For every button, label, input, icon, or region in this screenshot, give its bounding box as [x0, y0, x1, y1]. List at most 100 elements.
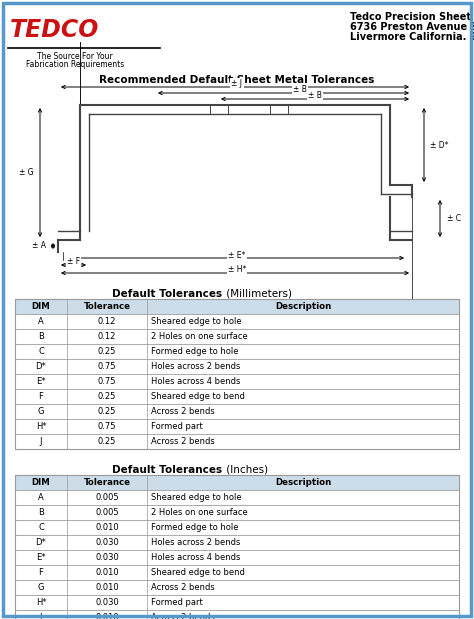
Text: Formed part: Formed part — [151, 598, 203, 607]
Bar — [15, 520, 459, 535]
Bar — [15, 389, 459, 404]
Bar — [15, 490, 459, 505]
Text: J: J — [40, 437, 42, 446]
Bar — [15, 329, 459, 344]
Text: TEDCO: TEDCO — [10, 18, 100, 42]
Bar — [15, 580, 459, 595]
Text: Holes across 2 bends: Holes across 2 bends — [151, 362, 240, 371]
Text: ± G: ± G — [18, 168, 33, 177]
Text: G: G — [38, 407, 44, 416]
Text: 0.005: 0.005 — [95, 493, 119, 502]
Text: Across 2 bends: Across 2 bends — [151, 407, 215, 416]
Text: Recommended Default Sheet Metal Tolerances: Recommended Default Sheet Metal Toleranc… — [100, 75, 374, 85]
Text: 0.25: 0.25 — [98, 347, 116, 356]
Bar — [15, 595, 459, 610]
Bar — [15, 475, 459, 490]
Text: DIM: DIM — [32, 302, 50, 311]
Text: 2 Holes on one surface: 2 Holes on one surface — [151, 332, 248, 341]
Bar — [15, 505, 459, 520]
Text: B: B — [38, 332, 44, 341]
Text: D*: D* — [36, 362, 46, 371]
Text: 0.12: 0.12 — [98, 332, 116, 341]
Text: 0.75: 0.75 — [98, 362, 116, 371]
Text: 0.12: 0.12 — [98, 317, 116, 326]
Text: Tolerance: Tolerance — [83, 302, 130, 311]
Text: Formed part: Formed part — [151, 422, 203, 431]
Text: Sheared edge to hole: Sheared edge to hole — [151, 493, 242, 502]
Text: ± H*: ± H* — [228, 266, 246, 274]
Bar — [15, 550, 459, 565]
Text: Across 2 bends: Across 2 bends — [151, 437, 215, 446]
Text: 0.25: 0.25 — [98, 392, 116, 401]
Text: G: G — [38, 583, 44, 592]
Text: F: F — [38, 392, 44, 401]
Text: Description: Description — [275, 302, 331, 311]
Text: Sheared edge to bend: Sheared edge to bend — [151, 568, 245, 577]
Bar — [15, 535, 459, 550]
Bar — [15, 314, 459, 329]
Text: Sheared edge to hole: Sheared edge to hole — [151, 317, 242, 326]
Text: Tolerance: Tolerance — [83, 478, 130, 487]
Text: ± C: ± C — [447, 214, 461, 223]
Bar — [15, 610, 459, 619]
Text: 6736 Preston Avenue Suite A: 6736 Preston Avenue Suite A — [350, 22, 474, 32]
Bar — [15, 565, 459, 580]
Text: ± J: ± J — [231, 79, 243, 89]
Bar — [15, 419, 459, 434]
Text: ± B: ± B — [293, 85, 307, 95]
Text: 0.25: 0.25 — [98, 407, 116, 416]
Text: 0.010: 0.010 — [95, 523, 119, 532]
Text: 0.75: 0.75 — [98, 422, 116, 431]
Bar — [15, 299, 459, 314]
Text: J: J — [40, 613, 42, 619]
Text: E*: E* — [36, 553, 46, 562]
Text: C: C — [38, 347, 44, 356]
Text: C: C — [38, 523, 44, 532]
Bar — [15, 434, 459, 449]
Text: 0.005: 0.005 — [95, 508, 119, 517]
Text: 0.010: 0.010 — [95, 583, 119, 592]
Text: Default Tolerances: Default Tolerances — [112, 289, 222, 299]
Text: D*: D* — [36, 538, 46, 547]
Text: A: A — [38, 493, 44, 502]
Text: Description: Description — [275, 478, 331, 487]
Text: 0.030: 0.030 — [95, 538, 119, 547]
Text: Holes across 4 bends: Holes across 4 bends — [151, 553, 240, 562]
Text: ± E*: ± E* — [228, 251, 246, 259]
Bar — [15, 344, 459, 359]
Text: E*: E* — [36, 377, 46, 386]
Text: B: B — [38, 508, 44, 517]
Text: (Inches): (Inches) — [223, 465, 268, 475]
Text: F: F — [38, 568, 44, 577]
Text: Livermore California. 94568: Livermore California. 94568 — [350, 32, 474, 42]
Text: 2 Holes on one surface: 2 Holes on one surface — [151, 508, 248, 517]
Text: Holes across 2 bends: Holes across 2 bends — [151, 538, 240, 547]
Text: The Source For Your: The Source For Your — [37, 52, 113, 61]
Text: Across 2 bends: Across 2 bends — [151, 583, 215, 592]
Text: ± D*: ± D* — [430, 141, 448, 150]
Text: ± F: ± F — [67, 258, 80, 267]
Text: DIM: DIM — [32, 478, 50, 487]
Text: (Millimeters): (Millimeters) — [223, 289, 292, 299]
Text: Holes across 4 bends: Holes across 4 bends — [151, 377, 240, 386]
Bar — [15, 404, 459, 419]
Text: 0.010: 0.010 — [95, 613, 119, 619]
Text: Formed edge to hole: Formed edge to hole — [151, 347, 238, 356]
Text: ± A: ± A — [32, 241, 46, 251]
Text: 0.25: 0.25 — [98, 437, 116, 446]
Bar — [15, 374, 459, 389]
Text: 0.010: 0.010 — [95, 568, 119, 577]
Text: 0.030: 0.030 — [95, 553, 119, 562]
Bar — [15, 299, 459, 449]
Text: ± B: ± B — [308, 92, 322, 100]
Bar — [15, 475, 459, 619]
Text: H*: H* — [36, 422, 46, 431]
Bar — [15, 359, 459, 374]
Text: H*: H* — [36, 598, 46, 607]
Text: 0.75: 0.75 — [98, 377, 116, 386]
Text: Formed edge to hole: Formed edge to hole — [151, 523, 238, 532]
Text: Default Tolerances: Default Tolerances — [112, 465, 222, 475]
Text: Across 2 bends: Across 2 bends — [151, 613, 215, 619]
Text: A: A — [38, 317, 44, 326]
Text: 0.030: 0.030 — [95, 598, 119, 607]
